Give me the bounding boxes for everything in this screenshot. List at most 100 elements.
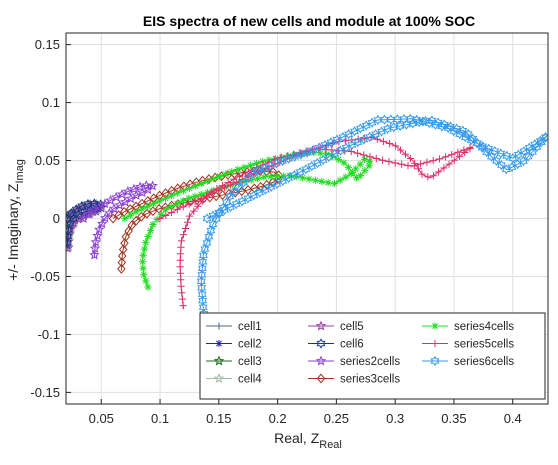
- data-point-cell5: [66, 242, 74, 253]
- data-point-series4cells: [197, 190, 205, 198]
- data-point-series6cells: [259, 162, 269, 174]
- data-point-series5cells: [179, 231, 188, 239]
- series-group: [66, 113, 548, 339]
- data-point-series3cells: [117, 257, 127, 268]
- data-point-series5cells: [391, 159, 399, 167]
- y-axis-label-main: +/- Imaginary, Z: [5, 183, 21, 281]
- y-tick-label: -0.1: [38, 327, 60, 342]
- legend-item-cell4: cell4: [206, 372, 262, 386]
- data-point-series5cells: [176, 250, 185, 258]
- data-point-series2cells: [90, 236, 102, 247]
- data-point-series5cells: [378, 156, 387, 164]
- data-point-series3cells: [108, 213, 118, 224]
- data-point-series6cells: [530, 139, 540, 150]
- data-point-series4cells: [266, 172, 274, 181]
- data-point-series5cells: [445, 160, 453, 168]
- data-point-series4cells: [173, 200, 181, 208]
- data-point-series3cells: [218, 190, 227, 201]
- data-point-series6cells: [324, 151, 334, 163]
- data-point-series6cells: [478, 141, 488, 152]
- data-point-series4cells: [361, 155, 369, 164]
- y-tick-label: 0.15: [35, 37, 60, 52]
- data-point-series4cells: [144, 202, 152, 210]
- data-point-series4cells: [203, 188, 212, 197]
- data-point-series6cells: [249, 190, 259, 201]
- data-point-series5cells: [215, 186, 223, 195]
- data-point-cell4: [66, 241, 75, 252]
- x-tick-label: 0.35: [441, 411, 466, 426]
- data-point-series6cells: [238, 177, 248, 188]
- data-point-series3cells: [117, 263, 126, 274]
- data-point-series6cells: [229, 186, 239, 197]
- data-point-series6cells: [535, 135, 545, 146]
- data-point-series5cells: [177, 243, 185, 251]
- legend-swatch-marker: [430, 355, 440, 367]
- data-point-series6cells: [198, 250, 208, 261]
- data-point-series4cells: [340, 159, 348, 167]
- data-point-series3cells: [231, 187, 240, 198]
- data-point-series2cells: [108, 203, 120, 214]
- data-point-series2cells: [125, 193, 137, 204]
- x-axis-label-main: Real, Z: [274, 430, 320, 446]
- data-point-series4cells: [318, 177, 326, 186]
- data-point-series4cells: [323, 150, 331, 158]
- legend-label: series3cells: [340, 374, 400, 386]
- legend-label: cell1: [238, 321, 262, 333]
- y-tick-label: 0.1: [42, 95, 60, 110]
- y-tick-label: 0: [53, 211, 60, 226]
- data-point-series5cells: [213, 185, 221, 193]
- data-point-series5cells: [435, 168, 443, 176]
- data-point-series4cells: [191, 182, 200, 190]
- data-point-series5cells: [177, 276, 185, 284]
- data-point-series2cells: [93, 224, 105, 235]
- data-point-series5cells: [190, 207, 198, 215]
- data-point-series5cells: [423, 158, 431, 166]
- x-tick-label: 0.1: [151, 411, 169, 426]
- legend-item-series3cells: series3cells: [308, 374, 400, 386]
- legend-swatch-marker: [315, 320, 327, 331]
- legend-swatch-marker: [316, 338, 326, 349]
- data-point-series5cells: [442, 153, 450, 161]
- data-point-series6cells: [332, 134, 342, 145]
- data-point-series5cells: [207, 188, 215, 196]
- data-point-series3cells: [268, 177, 278, 188]
- data-point-series4cells: [299, 174, 307, 182]
- data-point-series5cells: [401, 150, 410, 158]
- data-point-series4cells: [252, 159, 261, 168]
- data-point-series4cells: [142, 239, 150, 247]
- legend-box: [199, 312, 546, 400]
- data-point-series5cells: [179, 203, 187, 211]
- data-point-series4cells: [216, 172, 224, 181]
- data-point-series5cells: [360, 151, 368, 159]
- data-point-series4cells: [210, 175, 218, 183]
- data-point-series5cells: [185, 200, 193, 208]
- data-point-series4cells: [316, 149, 324, 157]
- data-point-series6cells: [455, 129, 465, 140]
- data-point-series3cells: [131, 215, 141, 226]
- data-point-series5cells: [435, 155, 444, 163]
- data-point-series3cells: [142, 208, 152, 219]
- data-point-series6cells: [266, 181, 276, 192]
- data-point-series4cells: [334, 155, 342, 164]
- data-point-series6cells: [202, 213, 212, 224]
- legend-item-cell6: cell6: [308, 338, 364, 351]
- legend-swatch-marker: [215, 322, 223, 330]
- data-point-series5cells: [177, 282, 185, 290]
- data-point-series6cells: [491, 155, 501, 167]
- data-point-series5cells: [440, 164, 448, 172]
- data-point-series4cells: [146, 226, 155, 235]
- x-tick-label: 0.2: [269, 411, 287, 426]
- data-point-series5cells: [156, 214, 164, 223]
- data-point-series4cells: [161, 206, 170, 214]
- legend-item-cell1: cell1: [206, 321, 262, 333]
- legend-label: series6cells: [454, 356, 514, 368]
- data-point-series4cells: [330, 179, 339, 188]
- data-point-series6cells: [507, 161, 517, 173]
- x-tick-label: 0.4: [504, 411, 522, 426]
- legend-item-cell5: cell5: [308, 320, 364, 333]
- data-point-series2cells: [89, 243, 101, 254]
- data-point-series3cells: [148, 206, 158, 217]
- legend-item-series4cells: series4cells: [422, 321, 514, 333]
- data-point-series6cells: [272, 178, 282, 190]
- axes-box: [65, 32, 549, 405]
